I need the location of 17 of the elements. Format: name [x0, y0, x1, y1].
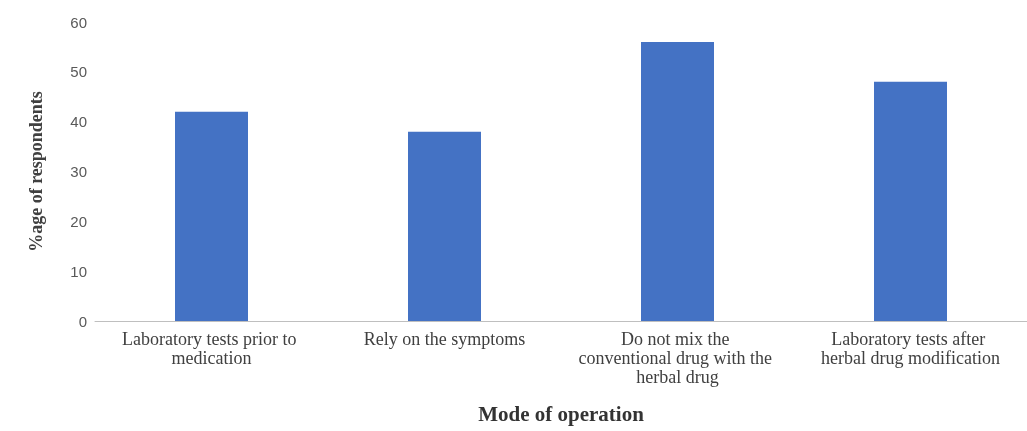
y-axis-title: %age of respondents [26, 91, 46, 252]
bar [175, 111, 248, 321]
y-tick-label: 60 [70, 13, 87, 31]
y-tick-label: 10 [70, 262, 87, 280]
y-tick-label: 0 [78, 312, 87, 330]
bar [641, 41, 714, 321]
y-tick-label: 40 [70, 113, 87, 131]
bar [874, 81, 947, 321]
y-tick-label: 50 [70, 63, 87, 81]
x-tick-label: Laboratory tests prior to medication [122, 328, 301, 368]
x-tick-label: Rely on the symptoms [363, 328, 526, 349]
x-axis-title: Mode of operation [478, 401, 645, 426]
y-tick-label: 30 [70, 163, 87, 180]
y-tick-label: 20 [70, 212, 87, 230]
x-tick-label: Do not mix the conventional drug with the herbal drug [578, 328, 777, 387]
bar [408, 131, 481, 321]
x-tick-label: Laboratory tests after herbal drug modification [821, 328, 1000, 368]
